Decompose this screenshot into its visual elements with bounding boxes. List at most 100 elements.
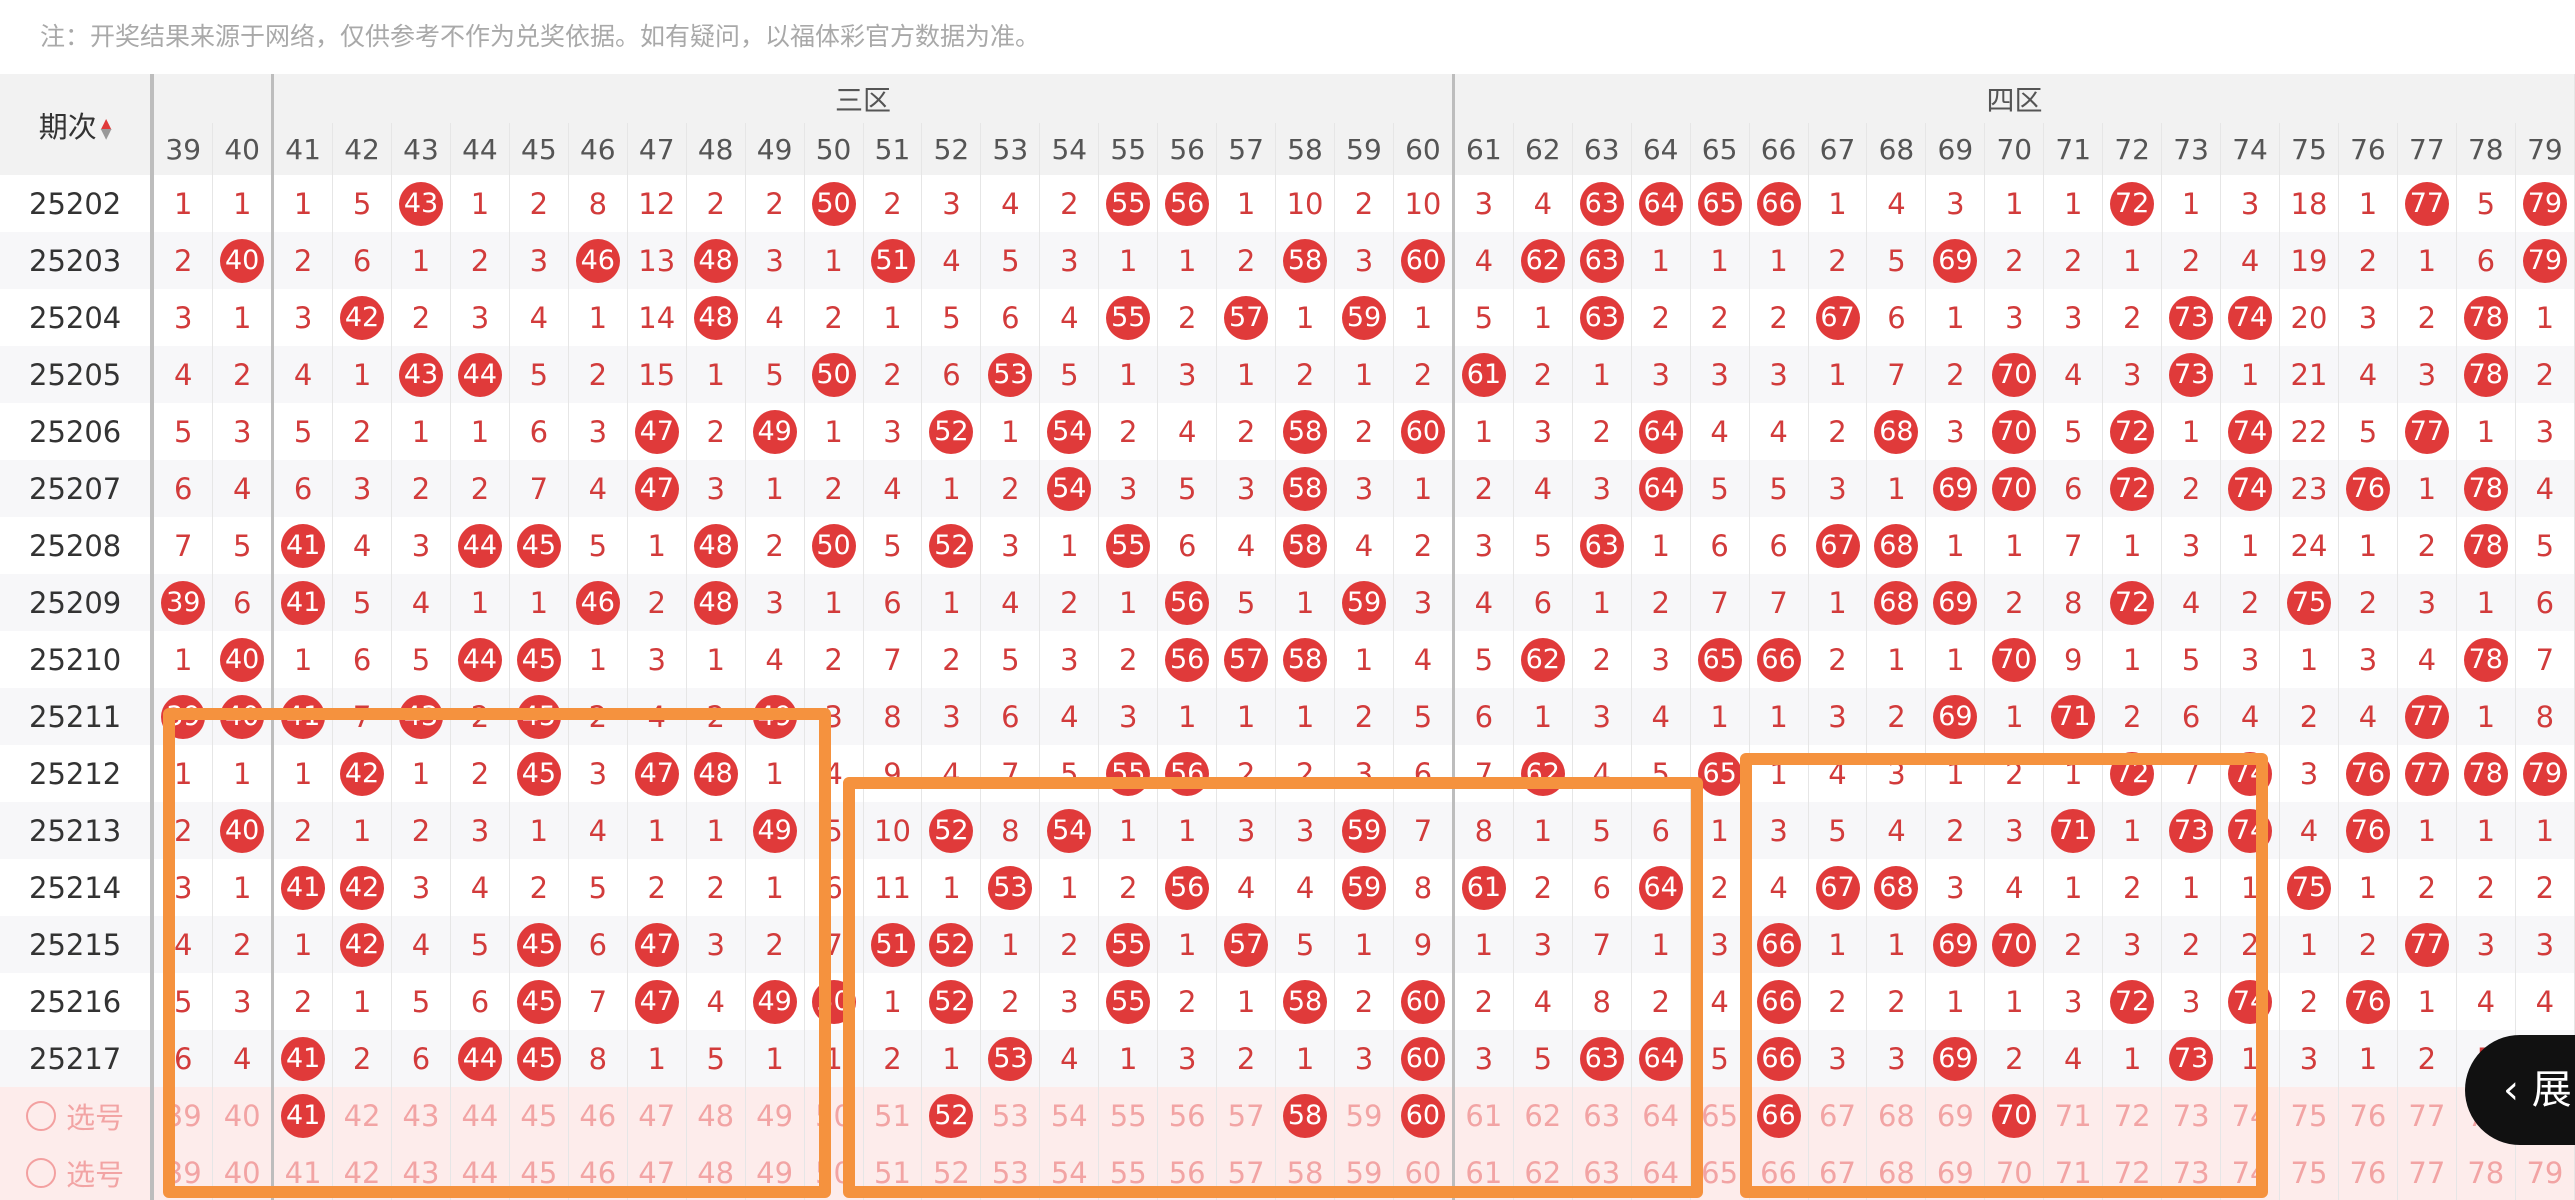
pick-number-64[interactable]: 64: [1631, 1144, 1691, 1200]
pick-number-61[interactable]: 61: [1451, 1087, 1514, 1144]
pick-number-75[interactable]: 75: [2279, 1087, 2339, 1144]
pick-number-60[interactable]: 60: [1393, 1087, 1454, 1144]
pick-number-57[interactable]: 57: [1216, 1144, 1277, 1200]
pick-number-55[interactable]: 55: [1098, 1144, 1159, 1200]
pick-number-47[interactable]: 47: [627, 1144, 687, 1200]
miss-count: 2: [1236, 756, 1256, 791]
pick-label-cell[interactable]: 选号: [0, 1087, 155, 1144]
expand-button[interactable]: ‹ 展: [2465, 1035, 2575, 1145]
pick-number-49[interactable]: 49: [745, 1144, 805, 1200]
pick-number-41[interactable]: 41: [271, 1087, 334, 1144]
pick-number-56[interactable]: 56: [1157, 1087, 1218, 1144]
pick-number-39[interactable]: 39: [152, 1144, 214, 1200]
pick-number-52[interactable]: 52: [921, 1087, 982, 1144]
number-header-58: 58: [1275, 123, 1336, 175]
pick-number-64[interactable]: 64: [1631, 1087, 1691, 1144]
pick-number-76[interactable]: 76: [2338, 1144, 2398, 1200]
pick-number-39[interactable]: 39: [152, 1087, 214, 1144]
pick-number-70[interactable]: 70: [1984, 1087, 2045, 1144]
pick-number-71[interactable]: 71: [2043, 1087, 2104, 1144]
pick-number-77[interactable]: 77: [2397, 1087, 2457, 1144]
pick-number-41[interactable]: 41: [271, 1144, 334, 1200]
pick-number-43[interactable]: 43: [391, 1087, 451, 1144]
pick-number-44[interactable]: 44: [450, 1087, 510, 1144]
pick-number-68[interactable]: 68: [1866, 1087, 1927, 1144]
pick-number-46[interactable]: 46: [568, 1087, 628, 1144]
pick-number-54[interactable]: 54: [1039, 1087, 1100, 1144]
pick-number-53[interactable]: 53: [980, 1144, 1041, 1200]
miss-count: 1: [1710, 243, 1729, 278]
radio-icon[interactable]: [26, 1100, 57, 1131]
pick-number-63[interactable]: 63: [1572, 1144, 1632, 1200]
pick-number-62[interactable]: 62: [1513, 1144, 1573, 1200]
miss-count: 3: [1946, 186, 1965, 221]
pick-number-74[interactable]: 74: [2220, 1144, 2281, 1200]
pick-number-61[interactable]: 61: [1451, 1144, 1514, 1200]
pick-number-44[interactable]: 44: [450, 1144, 510, 1200]
pick-number-69[interactable]: 69: [1925, 1087, 1986, 1144]
pick-number-45[interactable]: 45: [509, 1087, 569, 1144]
pick-number-77[interactable]: 77: [2397, 1144, 2457, 1200]
pick-number-66[interactable]: 66: [1749, 1087, 1809, 1144]
pick-number-73[interactable]: 73: [2161, 1144, 2222, 1200]
pick-number-50[interactable]: 50: [804, 1087, 864, 1144]
pick-number-54[interactable]: 54: [1039, 1144, 1100, 1200]
miss-count: 6: [1592, 870, 1611, 905]
pick-number-58[interactable]: 58: [1275, 1087, 1336, 1144]
pick-number-40[interactable]: 40: [212, 1087, 274, 1144]
pick-number-59[interactable]: 59: [1334, 1087, 1394, 1144]
cell: 4: [391, 574, 451, 631]
hit-ball: 62: [1520, 238, 1565, 283]
hit-ball: 67: [1815, 865, 1860, 910]
selected-ball: 66: [1756, 1093, 1801, 1138]
pick-number-55[interactable]: 55: [1098, 1087, 1159, 1144]
pick-number-65[interactable]: 65: [1690, 1144, 1750, 1200]
pick-number-46[interactable]: 46: [568, 1144, 628, 1200]
pick-number-53[interactable]: 53: [980, 1087, 1041, 1144]
pick-number-65[interactable]: 65: [1690, 1087, 1750, 1144]
pick-number-42[interactable]: 42: [332, 1144, 393, 1200]
pick-number-78[interactable]: 78: [2456, 1144, 2516, 1200]
pick-number-62[interactable]: 62: [1513, 1087, 1573, 1144]
pick-number-56[interactable]: 56: [1157, 1144, 1218, 1200]
pick-number-71[interactable]: 71: [2043, 1144, 2104, 1200]
pick-number-79[interactable]: 79: [2515, 1144, 2575, 1200]
pick-number-67[interactable]: 67: [1808, 1087, 1868, 1144]
pick-number-40[interactable]: 40: [212, 1144, 274, 1200]
pick-number-48[interactable]: 48: [686, 1087, 746, 1144]
pick-number-60[interactable]: 60: [1393, 1144, 1454, 1200]
pick-number-63[interactable]: 63: [1572, 1087, 1632, 1144]
pick-number-75[interactable]: 75: [2279, 1144, 2339, 1200]
pick-number-49[interactable]: 49: [745, 1087, 805, 1144]
pick-number-69[interactable]: 69: [1925, 1144, 1986, 1200]
pick-number-51[interactable]: 51: [863, 1144, 923, 1200]
pick-number-73[interactable]: 73: [2161, 1087, 2222, 1144]
pick-number-51[interactable]: 51: [863, 1087, 923, 1144]
pick-number-66[interactable]: 66: [1749, 1144, 1809, 1200]
cell: 1: [1984, 973, 2045, 1030]
pick-number-45[interactable]: 45: [509, 1144, 569, 1200]
pick-number-47[interactable]: 47: [627, 1087, 687, 1144]
cell: 3: [1334, 1030, 1394, 1087]
pick-number-68[interactable]: 68: [1866, 1144, 1927, 1200]
period-header[interactable]: 期次 ▲ ▼: [0, 74, 155, 175]
pick-number-67[interactable]: 67: [1808, 1144, 1868, 1200]
pick-number-58[interactable]: 58: [1275, 1144, 1336, 1200]
pick-number-76[interactable]: 76: [2338, 1087, 2398, 1144]
radio-icon[interactable]: [26, 1157, 57, 1188]
pick-number-59[interactable]: 59: [1334, 1144, 1394, 1200]
pick-number-52[interactable]: 52: [921, 1144, 982, 1200]
pick-number-57[interactable]: 57: [1216, 1087, 1277, 1144]
pick-number-72[interactable]: 72: [2102, 1144, 2163, 1200]
pick-label-cell[interactable]: 选号: [0, 1144, 155, 1200]
cell: 3: [1216, 802, 1277, 859]
pick-number-43[interactable]: 43: [391, 1144, 451, 1200]
pick-number-72[interactable]: 72: [2102, 1087, 2163, 1144]
pick-number-50[interactable]: 50: [804, 1144, 864, 1200]
pick-number-42[interactable]: 42: [332, 1087, 393, 1144]
pick-number-70[interactable]: 70: [1984, 1144, 2045, 1200]
cell: 1: [1631, 517, 1691, 574]
pick-number-48[interactable]: 48: [686, 1144, 746, 1200]
pick-number-74[interactable]: 74: [2220, 1087, 2281, 1144]
sort-arrows-icon[interactable]: ▲ ▼: [100, 115, 112, 142]
